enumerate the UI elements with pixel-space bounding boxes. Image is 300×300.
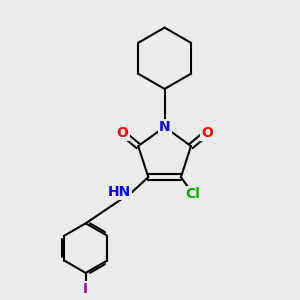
Text: Cl: Cl <box>186 187 201 201</box>
Text: I: I <box>83 282 88 296</box>
Text: N: N <box>159 120 170 134</box>
Text: O: O <box>117 126 128 140</box>
Text: O: O <box>201 126 213 140</box>
Text: HN: HN <box>107 185 131 199</box>
